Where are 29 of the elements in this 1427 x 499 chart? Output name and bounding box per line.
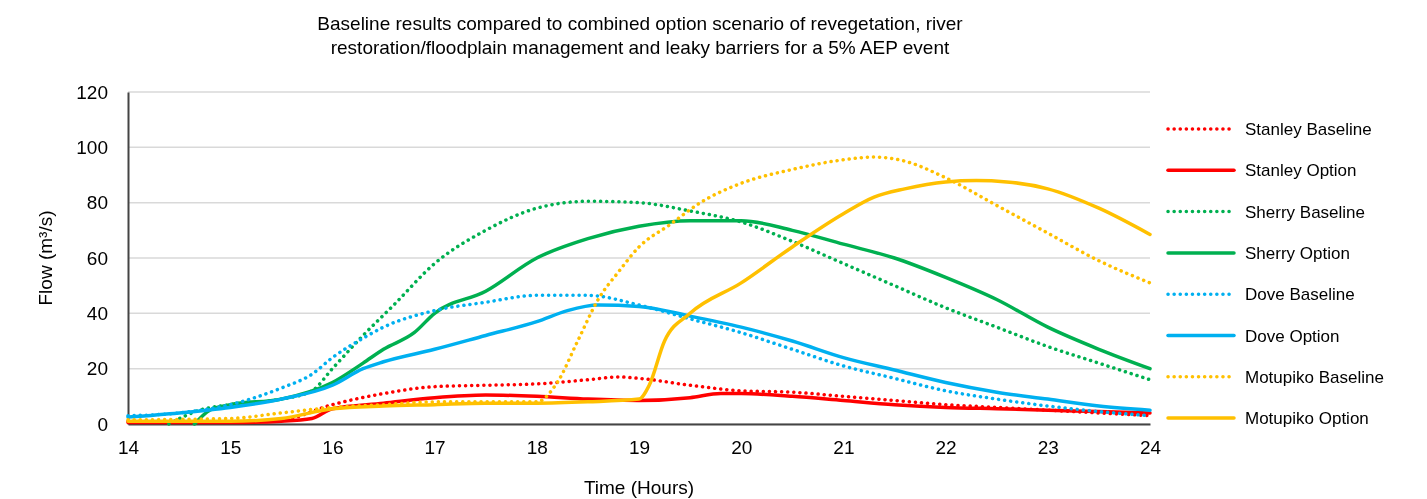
x-tick-label: 14 — [117, 436, 140, 458]
x-tick-label: 24 — [1139, 436, 1162, 458]
chart-title: Baseline results compared to combined option scenario of revegetation, river restoration/floodplain management and leaky barriers for a 5% AEP event — [317, 13, 964, 58]
y-axis-title: Flow (m³/s) — [35, 210, 56, 306]
legend-label: Motupiko Baseline — [1245, 367, 1384, 387]
legend-label: Dove Option — [1245, 326, 1340, 346]
x-tick-label: 22 — [935, 436, 957, 458]
y-tick-label: 80 — [86, 192, 108, 214]
legend-label: Motupiko Option — [1245, 409, 1369, 429]
x-tick-label: 16 — [322, 436, 344, 458]
x-tick-label: 21 — [833, 436, 855, 458]
x-tick-label: 19 — [628, 436, 651, 458]
y-tick-label: 120 — [76, 81, 108, 103]
y-tick-label: 60 — [86, 247, 108, 269]
x-tick-label: 20 — [731, 436, 753, 458]
legend-label: Stanley Option — [1245, 161, 1357, 181]
legend-label: Sherry Option — [1245, 243, 1350, 263]
x-tick-label: 23 — [1037, 436, 1059, 458]
y-tick-label: 20 — [86, 358, 108, 380]
y-tick-label: 100 — [76, 136, 108, 158]
x-tick-label: 18 — [526, 436, 548, 458]
legend-label: Sherry Baseline — [1245, 202, 1366, 222]
x-axis-title: Time (Hours) — [583, 477, 695, 498]
y-tick-label: 40 — [86, 302, 108, 324]
legend-label: Stanley Baseline — [1245, 120, 1372, 139]
y-tick-label: 0 — [97, 413, 108, 435]
x-tick-label: 15 — [220, 436, 242, 458]
x-tick-label: 17 — [424, 436, 446, 458]
legend-label: Dove Baseline — [1245, 285, 1355, 305]
